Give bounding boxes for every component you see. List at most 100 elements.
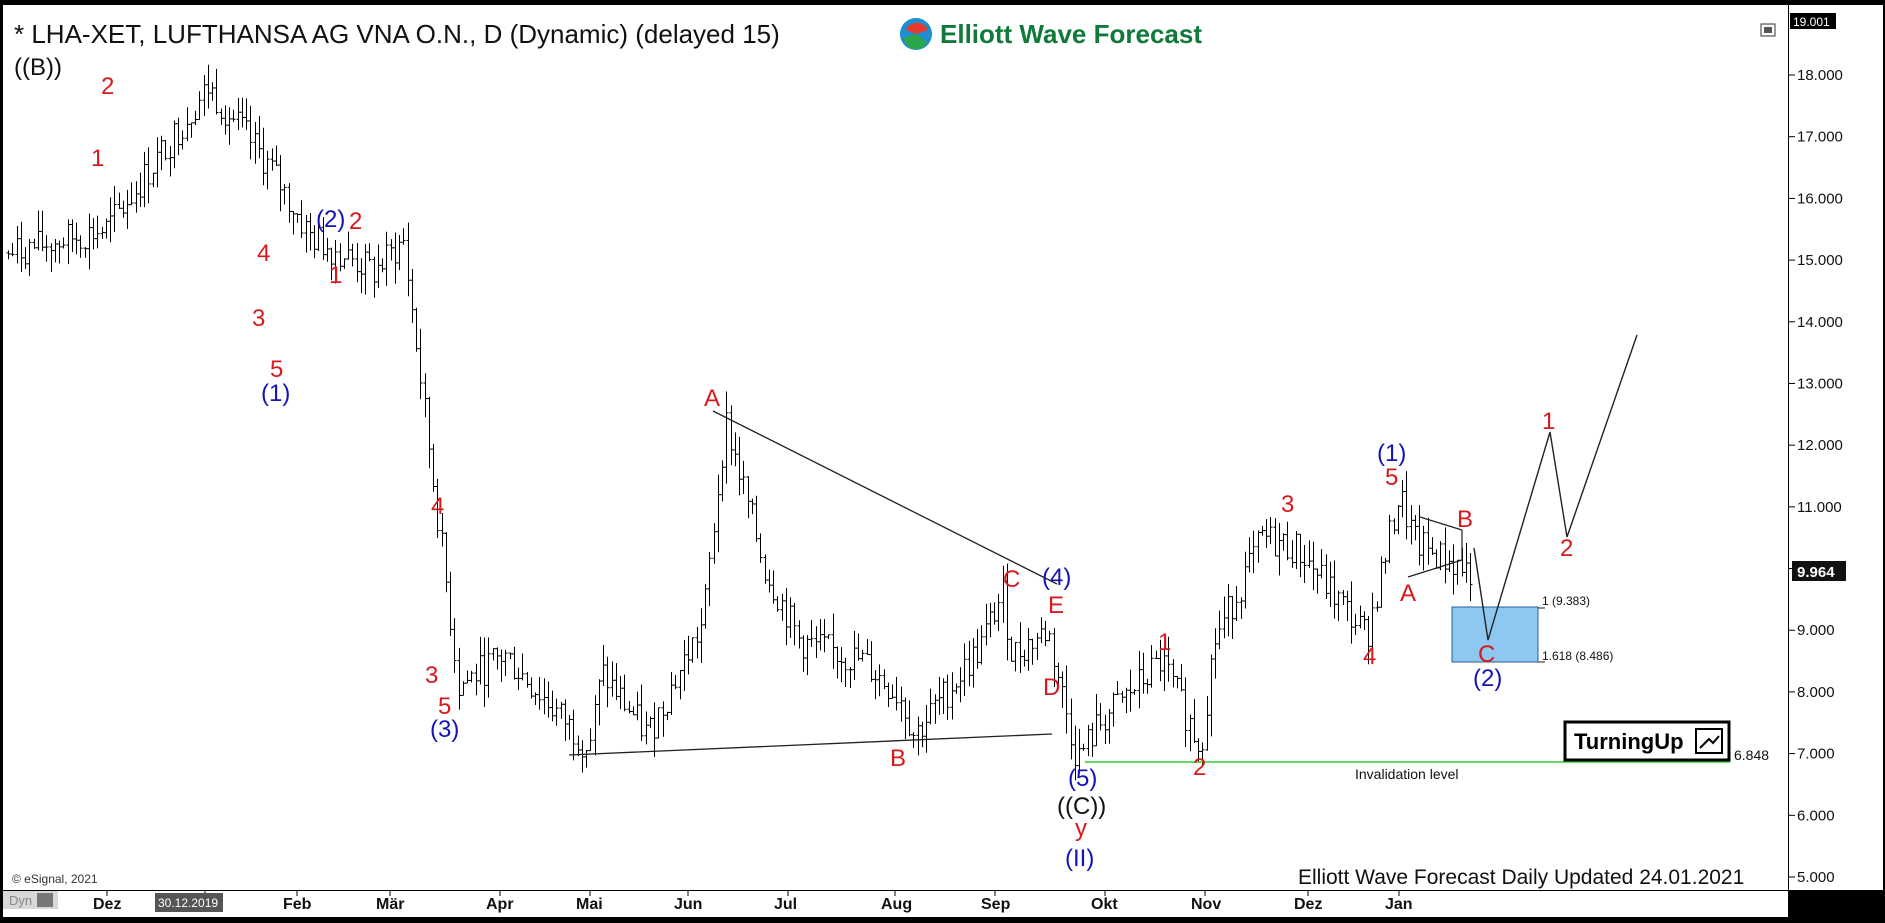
wave-label: 4 (257, 240, 270, 267)
ohlc-bar (346, 231, 351, 260)
month-label: Dez (1294, 896, 1322, 913)
ohlc-bar (308, 213, 313, 251)
ohlc-bar (223, 105, 228, 135)
ohlc-bar (661, 701, 666, 737)
ohlc-bar (1009, 636, 1014, 662)
month-label: Okt (1091, 896, 1118, 913)
wave-label: A (1400, 580, 1416, 607)
month-label: Jun (674, 896, 702, 913)
ohlc-bar (1426, 517, 1431, 565)
svg-text:9.964: 9.964 (1797, 564, 1835, 581)
price-tick-label: 8.000 (1797, 684, 1835, 701)
ohlc-bar (1115, 680, 1120, 696)
month-label: Nov (1191, 896, 1221, 913)
ohlc-bar (129, 182, 134, 206)
ohlc-bar (1056, 662, 1061, 688)
ohlc-bar (537, 676, 542, 710)
dyn-tab[interactable]: Dyn (3, 891, 58, 909)
ohlc-bar (15, 225, 20, 264)
ohlc-bar (1205, 696, 1210, 751)
ohlc-bar (401, 228, 406, 245)
ohlc-bar (584, 750, 589, 768)
wave-label: D (1043, 674, 1060, 701)
ohlc-bar (1030, 638, 1035, 665)
ohlc-bar (414, 307, 419, 352)
ohlc-bar (1392, 518, 1397, 535)
ohlc-bar (529, 677, 534, 699)
ohlc-bar (767, 569, 772, 593)
ohlc-bar (546, 681, 551, 718)
ohlc-bar (1358, 605, 1363, 629)
ohlc-bar (962, 643, 967, 697)
month-label: Aug (881, 896, 912, 913)
ohlc-bar (1311, 541, 1316, 591)
ohlc-bar (1349, 581, 1354, 644)
ohlc-bar (627, 701, 632, 714)
ohlc-bar (567, 715, 572, 740)
ohlc-bar (1035, 632, 1040, 660)
wave-labels: ((B)) 2 1 4 3 5 (1) (2) 2 1 4 3 5 (3) A … (14, 54, 1573, 872)
copyright: © eSignal, 2021 (12, 872, 98, 886)
ohlc-bar (482, 637, 487, 707)
ohlc-bar (253, 121, 258, 164)
ohlc-bar (1328, 561, 1333, 607)
ohlc-bar (1047, 630, 1052, 642)
ohlc-bar (333, 239, 338, 284)
wave-label: 4 (1363, 643, 1376, 670)
ohlc-bar (265, 150, 270, 190)
ohlc-bar (1222, 596, 1227, 639)
ohlc-bar (274, 145, 279, 167)
ohlc-bar (775, 596, 780, 612)
ohlc-bar (686, 635, 691, 675)
ohlc-bar (924, 704, 929, 753)
ohlc-bar (903, 697, 908, 740)
ohlc-bar (1251, 530, 1256, 574)
ohlc-bar (180, 130, 185, 150)
ohlc-bar (457, 647, 462, 710)
ohlc-bar (503, 649, 508, 677)
ohlc-bar (848, 667, 853, 688)
ohlc-bar (1039, 617, 1044, 644)
ohlc-bar (1209, 654, 1214, 737)
ohlc-bar (32, 238, 37, 249)
ohlc-bar (159, 135, 164, 171)
window-restore-icon[interactable] (1760, 23, 1776, 37)
ohlc-bar (1064, 665, 1069, 734)
price-tick-label: 11.000 (1797, 499, 1842, 516)
ohlc-bar (66, 219, 71, 265)
ohlc-bar (886, 682, 891, 708)
wave-label: C (1478, 641, 1495, 668)
ohlc-bar (1230, 595, 1235, 639)
ohlc-bar (295, 213, 300, 223)
ohlc-bar (1315, 568, 1320, 594)
ohlc-bar (1409, 505, 1414, 545)
ohlc-bar (720, 460, 725, 502)
ohlc-bar (1158, 639, 1163, 682)
ohlc-bar (1294, 530, 1299, 569)
ohlc-bar (6, 250, 11, 260)
ohlc-bar (869, 641, 874, 682)
ohlc-bar (797, 620, 802, 649)
ohlc-bar (635, 691, 640, 721)
ohlc-bar (899, 686, 904, 722)
ohlc-bar (835, 646, 840, 679)
wave-label: B (890, 745, 906, 772)
ohlc-bar (920, 721, 925, 748)
ohlc-bar (601, 644, 606, 686)
wave-label: 2 (1560, 535, 1573, 562)
ohlc-bar (1383, 557, 1388, 574)
price-tick-label: 18.000 (1797, 67, 1843, 84)
ohlc-bar (57, 240, 62, 264)
ohlc-bar (1094, 694, 1099, 747)
ohlc-bar (520, 653, 525, 681)
ohlc-bar (894, 676, 899, 711)
ohlc-bar (261, 127, 266, 186)
wave-label: 2 (349, 208, 362, 235)
ohlc-bar (614, 663, 619, 701)
ohlc-bar (117, 192, 122, 209)
ohlc-bar (168, 145, 173, 177)
ohlc-bar (831, 613, 836, 669)
ohlc-bar (975, 629, 980, 669)
ohlc-bar (988, 602, 993, 638)
